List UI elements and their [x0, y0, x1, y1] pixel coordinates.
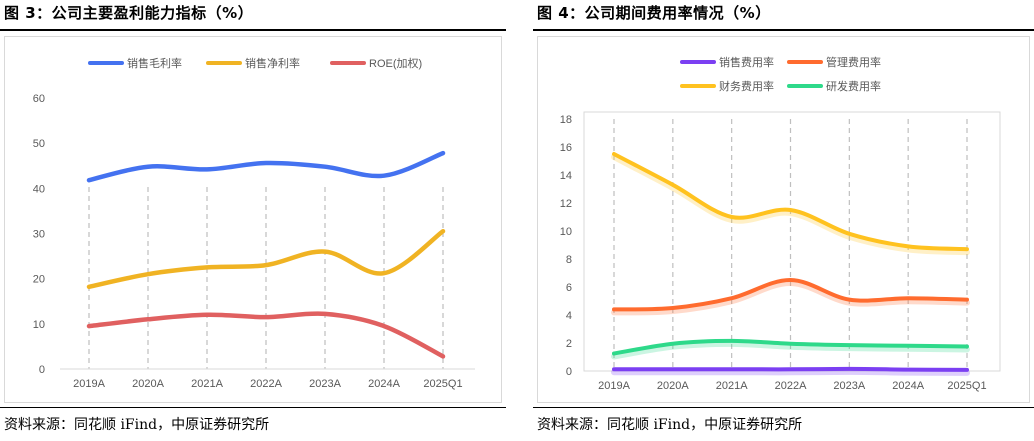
legend-label: 管理费用率 [826, 55, 881, 69]
y-tick-label: 4 [566, 310, 572, 322]
y-tick-label: 0 [39, 364, 45, 376]
y-tick-label: 8 [566, 254, 572, 266]
x-tick-label: 2019A [598, 380, 630, 392]
y-tick-label: 14 [560, 170, 572, 182]
x-tick-label: 2023A [833, 380, 865, 392]
chart-frame: 0 10 20 30 40 50 60 2019A 2020A 2021A 2022A 2023A 20… [4, 36, 502, 403]
series-line-3 [612, 152, 969, 252]
legend-label: 销售净利率 [245, 56, 300, 70]
series-line-shadow [611, 368, 970, 376]
y-tick-label: 20 [33, 274, 45, 286]
x-tick-label: 2022A [250, 378, 282, 390]
source-note: 资料来源：同花顺 iFind，中原证券研究所 [537, 417, 803, 433]
series-line-2 [86, 228, 446, 290]
y-tick-label: 10 [33, 319, 45, 331]
x-tick-label: 2025Q1 [423, 378, 462, 390]
source-rule [0, 407, 506, 408]
chart-frame: 0 2 4 6 8 10 12 14 16 18 2019A 2020A 2021A 2022A 2023A… [537, 36, 1030, 403]
y-tick-label: 12 [560, 198, 572, 210]
title-rule [533, 29, 1034, 31]
series-line-3 [86, 311, 446, 359]
x-tick-label: 2020A [657, 380, 689, 392]
plot-area-border [583, 111, 1001, 372]
y-tick-label: 60 [33, 93, 45, 105]
x-tick-label: 2023A [309, 378, 341, 390]
legend-label: 财务费用率 [719, 79, 774, 93]
legend-label: 销售毛利率 [127, 56, 182, 70]
x-tick-label: 2022A [775, 380, 807, 392]
y-tick-label: 10 [560, 226, 572, 238]
y-tick-label: 2 [566, 338, 572, 350]
x-tick-label: 2024A [892, 380, 924, 392]
x-tick-label: 2019A [73, 378, 105, 390]
series-line-1 [612, 366, 969, 372]
legend-label: ROE(加权) [369, 57, 422, 70]
profitability-chart: 0 10 20 30 40 50 60 2019A 2020A 2021A 2022A 2023A 20… [33, 56, 475, 390]
figure-4-panel: 图 4：公司期间费用率情况（%） 0 2 4 6 8 10 12 14 16 18 2019A 202… [533, 0, 1034, 441]
series-line-shadow [611, 340, 970, 360]
series-line-2 [612, 277, 969, 312]
y-tick-label: 16 [560, 142, 572, 154]
legend-label: 研发费用率 [826, 79, 881, 93]
x-tick-label: 2024A [368, 378, 400, 390]
figure-title: 图 3：公司主要盈利能力指标（%） [4, 4, 254, 22]
source-note: 资料来源：同花顺 iFind，中原证券研究所 [4, 417, 270, 433]
x-tick-label: 2021A [191, 378, 223, 390]
figure-title: 图 4：公司期间费用率情况（%） [537, 4, 771, 22]
y-tick-label: 40 [33, 183, 45, 195]
series-line-shadow [611, 279, 970, 316]
figure-3-panel: 图 3：公司主要盈利能力指标（%） 0 10 20 30 40 50 60 2019A 2020… [0, 0, 506, 441]
expense-ratio-chart: 0 2 4 6 8 10 12 14 16 18 2019A 2020A 2021A 2022A 2023A… [560, 55, 1001, 392]
source-rule [533, 407, 1034, 408]
y-tick-label: 18 [560, 114, 572, 126]
x-tick-label: 2021A [716, 380, 748, 392]
x-tick-label: 2020A [132, 378, 164, 390]
legend-label: 销售费用率 [719, 55, 774, 69]
title-rule [0, 29, 506, 31]
series-line-4 [612, 338, 969, 356]
y-tick-label: 50 [33, 138, 45, 150]
x-tick-label: 2025Q1 [947, 380, 986, 392]
y-tick-label: 0 [566, 366, 572, 378]
series-line-shadow [611, 154, 970, 256]
y-tick-label: 30 [33, 229, 45, 241]
series-line-1 [86, 150, 446, 183]
y-tick-label: 6 [566, 282, 572, 294]
